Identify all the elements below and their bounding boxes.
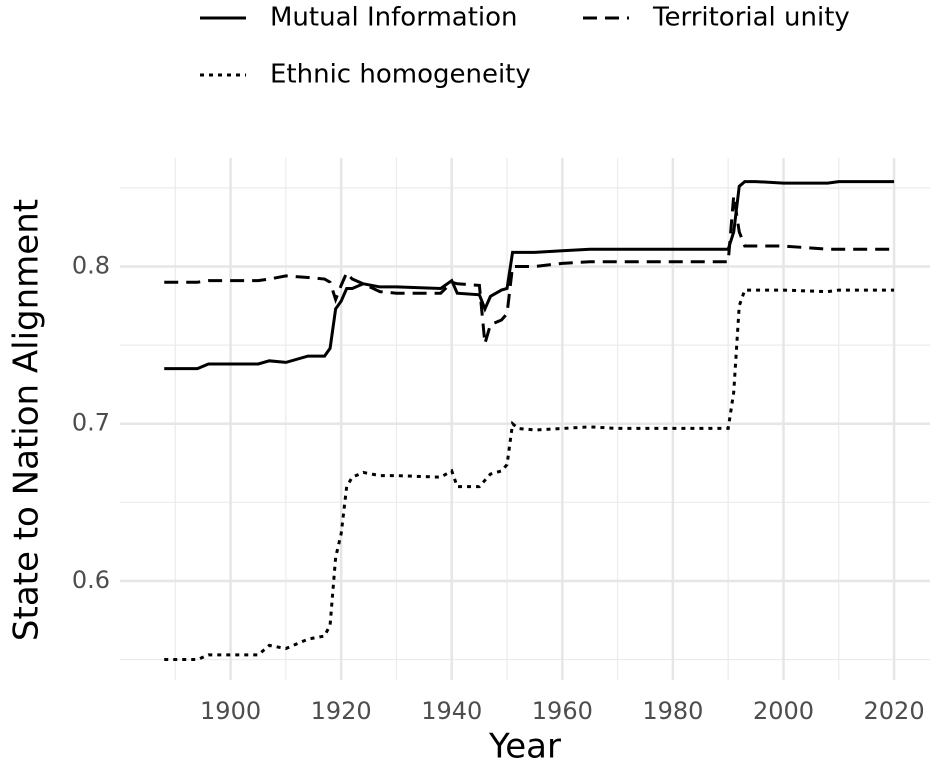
- x-tick-label: 1940: [421, 697, 482, 725]
- legend-label: Ethnic homogeneity: [270, 60, 531, 90]
- legend-label: Territorial unity: [652, 3, 850, 33]
- y-tick-label: 0.7: [72, 409, 110, 437]
- series-line: [164, 195, 895, 344]
- x-tick-label: 1920: [311, 697, 372, 725]
- y-axis-title: State to Nation Alignment: [7, 199, 47, 641]
- x-tick-label: 1980: [642, 697, 703, 725]
- x-tick-label: 1960: [532, 697, 593, 725]
- x-tick-label: 2020: [864, 697, 925, 725]
- y-tick-label: 0.6: [72, 566, 110, 594]
- x-tick-label: 2000: [753, 697, 814, 725]
- series-line: [164, 288, 895, 662]
- x-axis-title: Year: [488, 727, 561, 767]
- series-line: [164, 180, 895, 371]
- y-tick-label: 0.8: [72, 251, 110, 279]
- legend-label: Mutual Information: [270, 3, 518, 33]
- x-tick-label: 1900: [200, 697, 261, 725]
